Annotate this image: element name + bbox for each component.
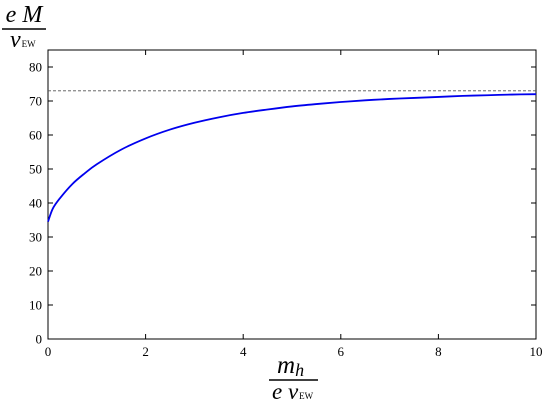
x-axis-label-denominator-sub: EW (299, 391, 313, 401)
y-tick-label: 80 (29, 60, 42, 75)
x-axis-label-numerator-sub: h (295, 360, 304, 380)
y-tick-label: 30 (29, 230, 42, 245)
plot-frame (47, 49, 537, 340)
x-tick-label: 4 (240, 344, 247, 359)
x-axis-label-denominator-main: e v (272, 379, 299, 404)
x-axis-ticks: 0 2 4 6 8 10 (45, 50, 543, 359)
series-line-0 (47, 93, 537, 223)
y-tick-label: 0 (36, 332, 43, 347)
y-axis-label-denominator-sub: EW (22, 39, 36, 49)
x-tick-label: 10 (530, 344, 543, 359)
y-tick-label: 40 (29, 196, 42, 211)
x-axis-label-numerator-main: m (277, 352, 295, 379)
y-tick-label: 50 (29, 162, 42, 177)
y-axis-label-denominator: vEW (10, 27, 36, 53)
x-tick-label: 2 (142, 344, 149, 359)
y-axis-label-numerator: e M (6, 2, 45, 28)
x-axis-label-denominator: e vEW (272, 379, 314, 404)
series-layer (47, 93, 537, 223)
y-tick-label: 70 (29, 94, 42, 109)
x-tick-label: 6 (338, 344, 345, 359)
x-axis-label-numerator: mh (277, 352, 304, 380)
x-axis-label: mh e vEW (269, 352, 318, 404)
y-tick-label: 10 (29, 298, 42, 313)
y-tick-label: 20 (29, 264, 42, 279)
x-tick-label: 0 (45, 344, 52, 359)
x-tick-label: 8 (435, 344, 442, 359)
y-axis-label-denominator-main: v (10, 27, 21, 53)
y-axis-label: e M vEW (2, 2, 46, 53)
y-axis-ticks: 0 10 20 30 40 50 60 70 80 (29, 60, 536, 347)
y-tick-label: 60 (29, 128, 42, 143)
